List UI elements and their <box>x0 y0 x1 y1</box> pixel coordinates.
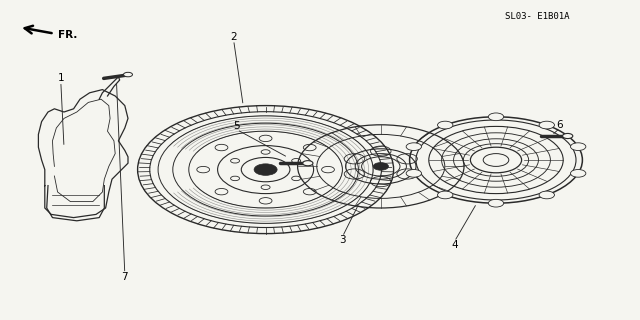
Circle shape <box>303 161 313 166</box>
Circle shape <box>438 121 453 129</box>
Text: 3: 3 <box>339 235 346 245</box>
Circle shape <box>488 199 504 207</box>
Circle shape <box>539 191 554 199</box>
Circle shape <box>406 143 422 150</box>
Circle shape <box>570 170 586 177</box>
Text: SL03- E1B01A: SL03- E1B01A <box>506 12 570 20</box>
Circle shape <box>373 163 388 170</box>
Text: 5: 5 <box>234 121 240 132</box>
Circle shape <box>406 170 422 177</box>
Text: 4: 4 <box>451 240 458 250</box>
Circle shape <box>483 154 509 166</box>
Circle shape <box>124 72 132 77</box>
Circle shape <box>488 113 504 121</box>
Circle shape <box>254 164 277 175</box>
Text: FR.: FR. <box>58 29 77 40</box>
Circle shape <box>438 191 453 199</box>
Circle shape <box>539 121 554 129</box>
Text: 1: 1 <box>58 73 64 84</box>
Circle shape <box>563 133 573 139</box>
Text: 6: 6 <box>557 120 563 130</box>
Text: 2: 2 <box>230 32 237 42</box>
Text: 7: 7 <box>122 272 128 282</box>
Circle shape <box>570 143 586 150</box>
